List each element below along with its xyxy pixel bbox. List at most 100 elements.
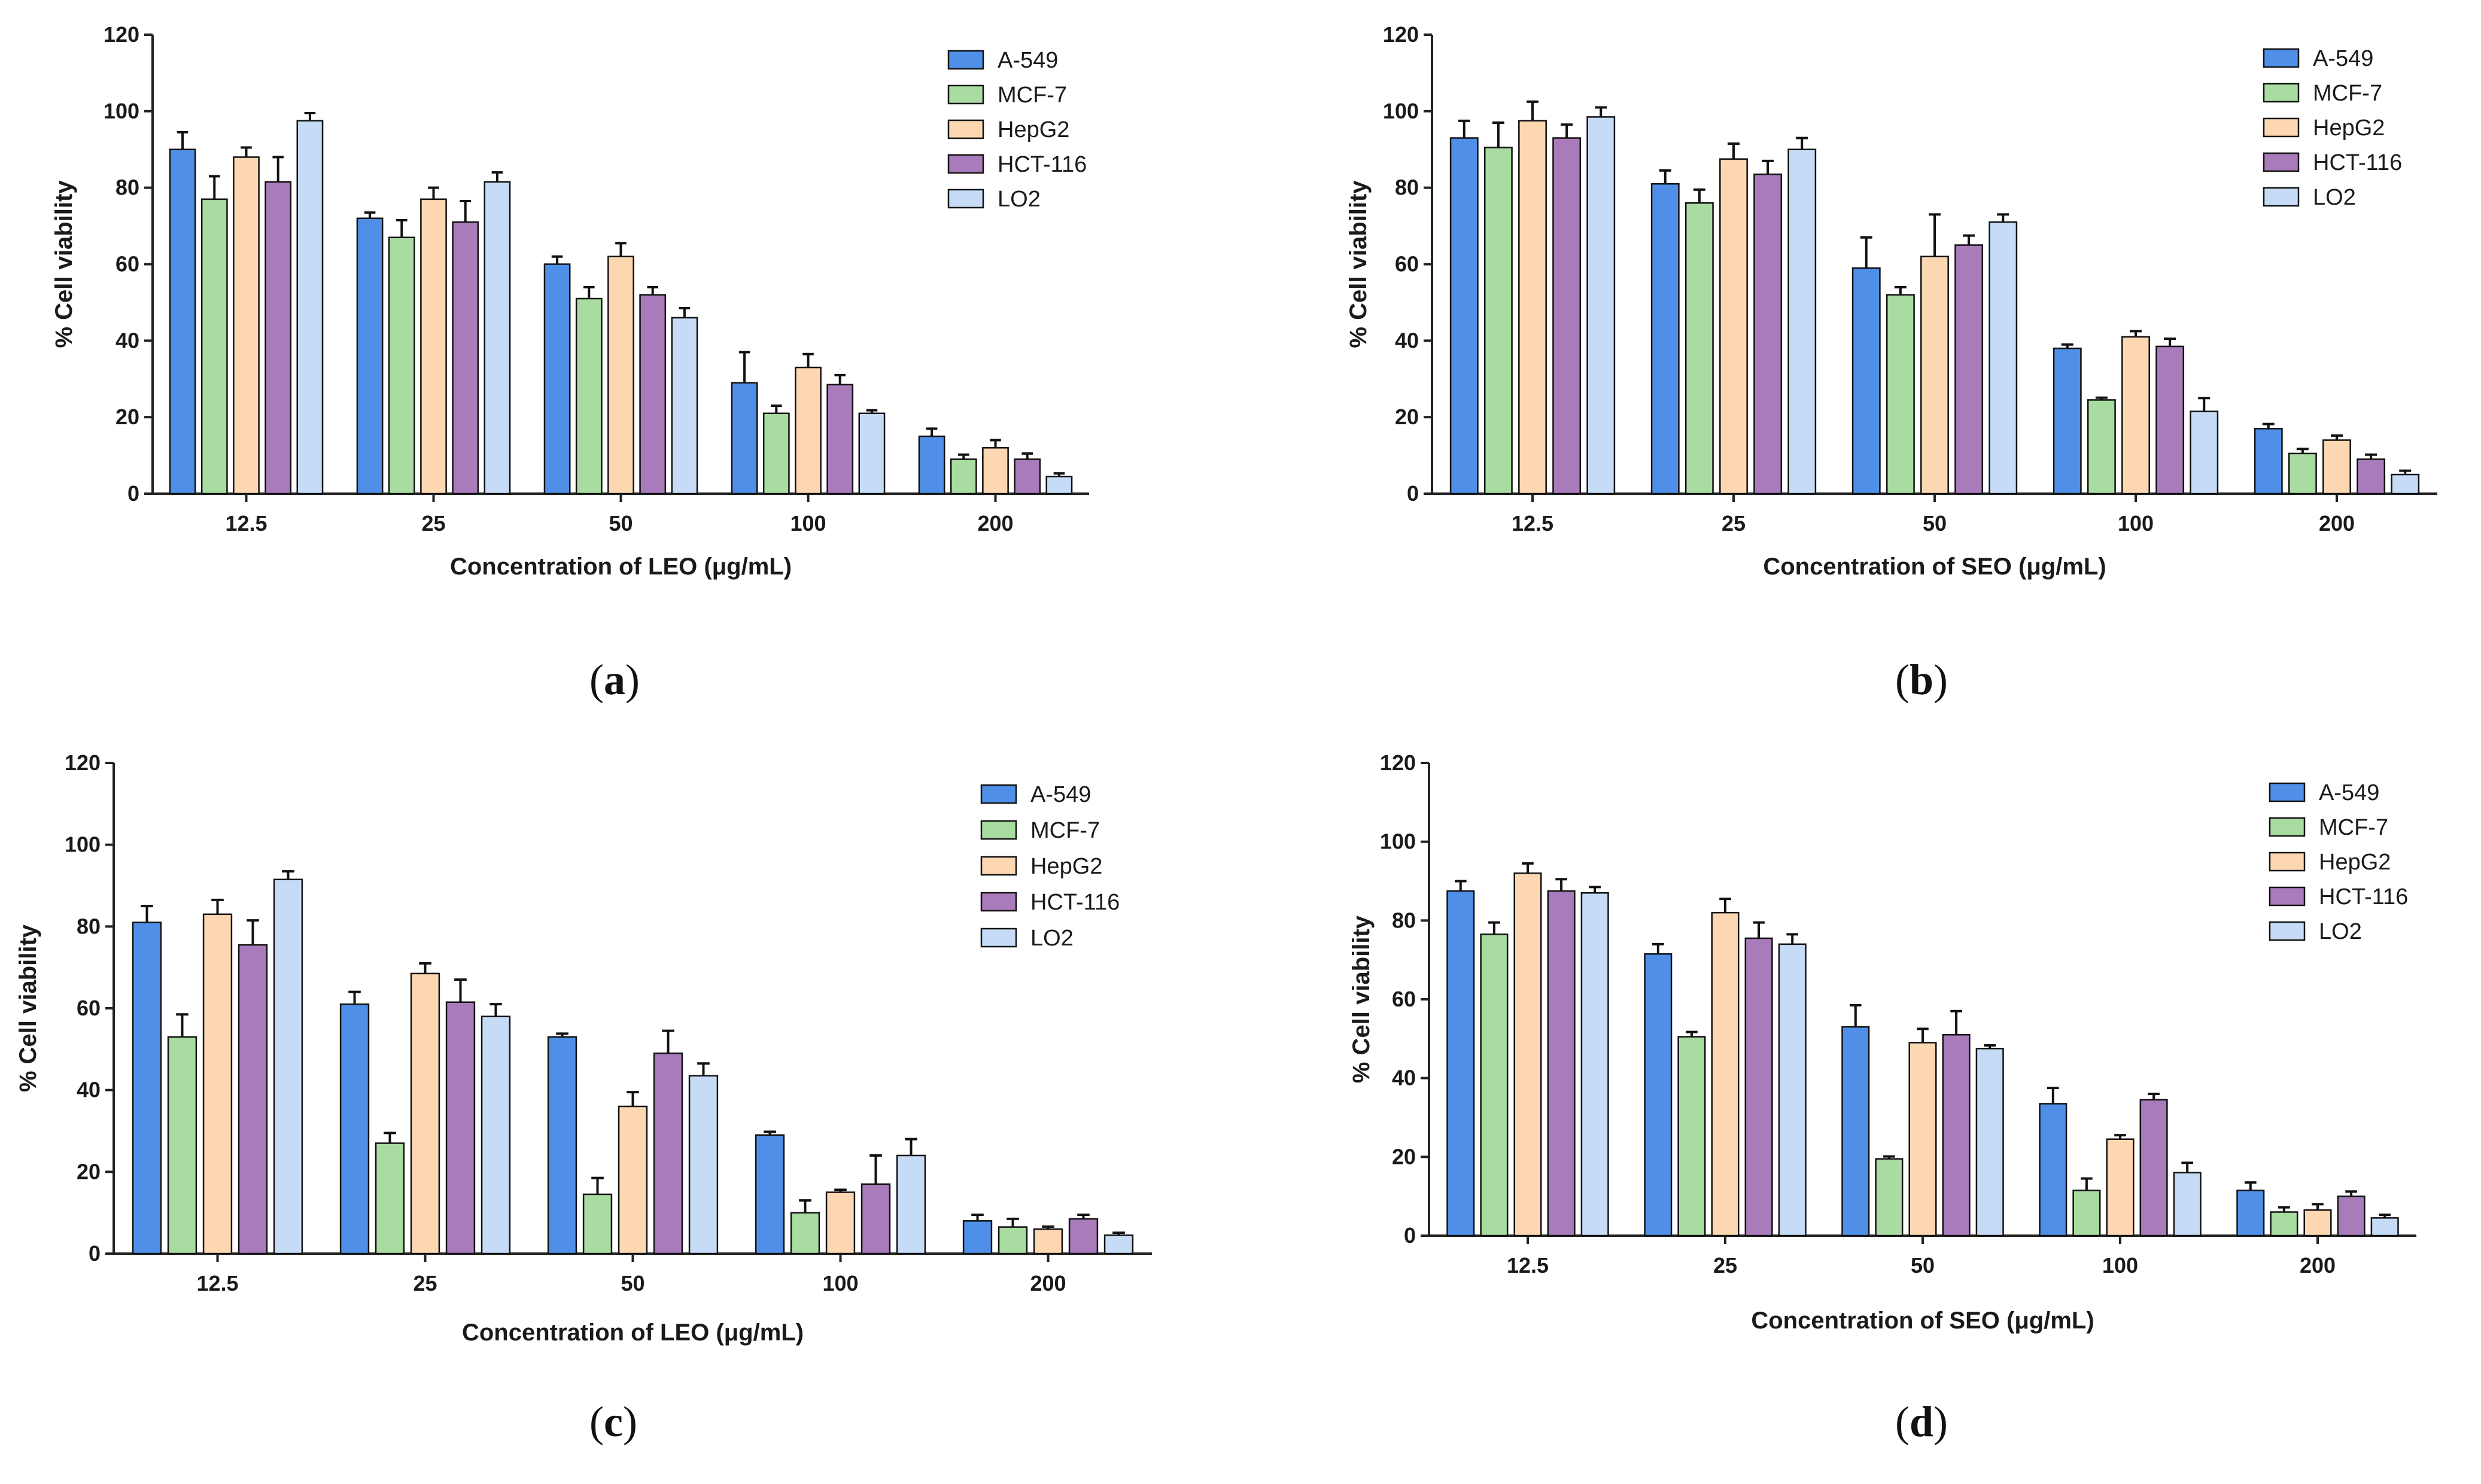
y-tick-label: 0	[127, 481, 139, 506]
bar-mcf-7-25	[388, 236, 415, 495]
y-tick-label: 20	[77, 1159, 101, 1184]
legend-swatch-mcf-7	[947, 84, 984, 105]
bar-lo2-100	[858, 412, 886, 495]
legend-swatch-hepg2	[2269, 852, 2306, 872]
bar-hepg2-25	[1719, 158, 1748, 495]
legend: A-549 MCF-7 HepG2 HCT-116 LO2	[2269, 780, 2408, 944]
legend-label: MCF-7	[998, 83, 1067, 108]
bar-lo2-200	[2391, 473, 2420, 495]
y-tick-label: 40	[77, 1078, 101, 1102]
bar-hepg2-25	[410, 972, 440, 1255]
bar-a-549-100	[2039, 1103, 2068, 1237]
bar-hct-116-12.5	[264, 181, 292, 495]
bar-hepg2-50	[1920, 256, 1949, 495]
bar-a-549-50	[543, 263, 571, 495]
y-tick-label: 60	[1392, 987, 1416, 1011]
y-tick-label: 100	[65, 832, 101, 857]
chart-a: 0 20 40 60 80 100 120 12.5 25 50 100 200 Concentrati…	[51, 22, 1089, 580]
x-tick-label: 50	[621, 1271, 644, 1296]
bar-a-549-100	[2053, 347, 2082, 495]
legend-label: HCT-116	[998, 152, 1087, 177]
x-tick-label: 12.5	[1507, 1253, 1549, 1278]
y-axis-title: % Cell viability	[15, 924, 41, 1092]
bar-a-549-100	[755, 1134, 785, 1255]
x-tick-label: 50	[1911, 1253, 1935, 1278]
bar-hepg2-25	[1711, 911, 1740, 1237]
y-tick-label: 120	[104, 22, 139, 47]
bar-a-549-200	[2236, 1190, 2265, 1237]
bar-mcf-7-50	[575, 297, 603, 495]
legend: A-549 MCF-7 HepG2 HCT-116 LO2	[947, 48, 1087, 212]
bar-hct-116-200	[2357, 458, 2386, 495]
legend-label: LO2	[1030, 926, 1074, 951]
x-axis-title: Concentration of LEO (μg/mL)	[450, 554, 792, 580]
x-tick-label: 25	[1722, 511, 1746, 536]
bar-lo2-12.5	[296, 120, 324, 495]
x-tick-label: 12.5	[225, 511, 267, 536]
bar-mcf-7-100	[2072, 1190, 2101, 1237]
bar-a-549-200	[918, 435, 945, 495]
legend-label: HepG2	[2313, 115, 2385, 141]
y-tick-label: 60	[115, 252, 139, 276]
bar-hct-116-100	[826, 384, 854, 495]
x-tick-label: 200	[2319, 511, 2355, 536]
legend-swatch-mcf-7	[2263, 83, 2300, 103]
bar-hepg2-12.5	[1513, 872, 1542, 1237]
bar-mcf-7-50	[1886, 294, 1915, 495]
bar-a-549-100	[731, 382, 758, 495]
bar-hct-116-25	[1753, 174, 1783, 495]
legend-swatch-a-549	[980, 784, 1017, 804]
bar-hct-116-200	[2337, 1195, 2366, 1237]
x-tick-label: 50	[1923, 511, 1947, 536]
bar-a-549-50	[1851, 267, 1881, 495]
y-tick-label: 100	[1380, 829, 1416, 854]
x-tick-label: 50	[609, 511, 633, 536]
x-axis-title: Concentration of LEO (μg/mL)	[462, 1319, 804, 1346]
legend-swatch-lo2	[947, 188, 984, 209]
legend-label: LO2	[2319, 919, 2362, 944]
bar-hepg2-200	[1033, 1228, 1063, 1255]
bar-lo2-50	[688, 1075, 719, 1255]
bar-hct-116-25	[1744, 937, 1773, 1237]
bar-a-549-25	[356, 217, 384, 495]
bar-hct-116-12.5	[238, 944, 268, 1255]
bar-a-549-12.5	[1446, 890, 1475, 1237]
bar-hct-116-100	[861, 1183, 891, 1255]
bar-lo2-50	[1975, 1048, 2004, 1237]
y-tick-label: 20	[1392, 1144, 1416, 1169]
y-tick-label: 0	[89, 1241, 101, 1266]
x-tick-label: 100	[790, 511, 826, 536]
bar-a-549-50	[547, 1036, 577, 1255]
bar-mcf-7-100	[762, 412, 790, 495]
bar-hepg2-25	[420, 198, 447, 495]
legend: A-549 MCF-7 HepG2 HCT-116 LO2	[2263, 46, 2402, 210]
y-axis-title: % Cell viability	[51, 180, 77, 348]
bar-hct-116-50	[1954, 244, 1984, 495]
x-tick-label: 100	[2102, 1253, 2138, 1278]
x-tick-label: 12.5	[1512, 511, 1553, 536]
bar-a-549-200	[962, 1220, 993, 1255]
chart-b: 0 20 40 60 80 100 120 12.5 25 50 100 200 Concentrati…	[1345, 22, 2437, 580]
bar-mcf-7-200	[998, 1226, 1028, 1255]
bar-hepg2-50	[1908, 1042, 1937, 1237]
y-tick-label: 80	[77, 914, 101, 938]
legend-label: LO2	[2313, 185, 2356, 210]
bar-lo2-12.5	[1586, 116, 1616, 495]
legend-swatch-hepg2	[947, 119, 984, 139]
legend-label: A-549	[1030, 782, 1091, 807]
y-tick-label: 40	[1395, 328, 1419, 352]
bar-mcf-7-200	[2288, 452, 2317, 495]
bar-lo2-50	[671, 317, 698, 495]
bar-hct-116-12.5	[1547, 890, 1576, 1237]
bar-lo2-25	[1787, 148, 1817, 495]
bar-lo2-100	[896, 1154, 926, 1255]
bar-a-549-50	[1841, 1026, 1870, 1237]
bar-hepg2-12.5	[1518, 120, 1547, 495]
y-tick-label: 60	[77, 996, 101, 1020]
legend-label: LO2	[998, 187, 1041, 212]
bar-hct-116-25	[445, 1001, 476, 1255]
bar-hct-116-100	[2139, 1099, 2168, 1237]
x-tick-label: 100	[2118, 511, 2154, 536]
bar-a-549-25	[1650, 183, 1680, 495]
bar-a-549-25	[1644, 953, 1673, 1237]
